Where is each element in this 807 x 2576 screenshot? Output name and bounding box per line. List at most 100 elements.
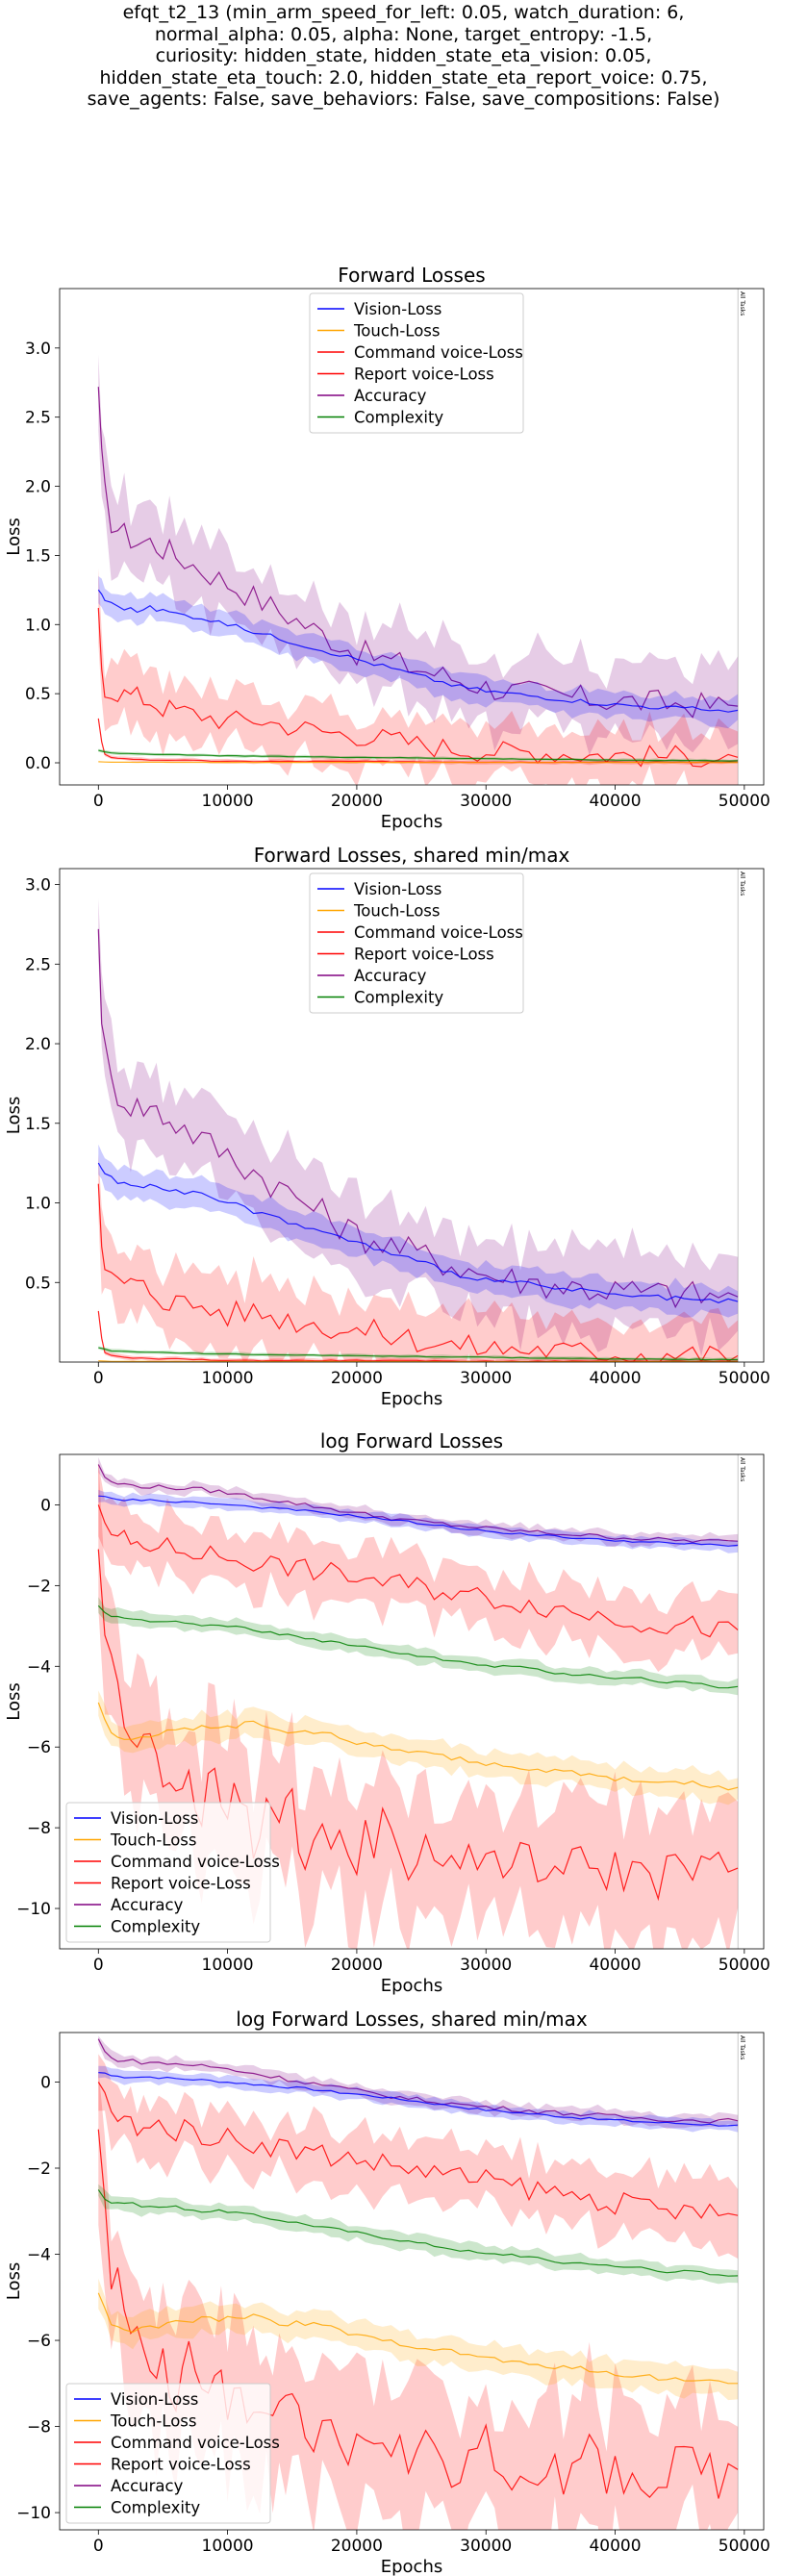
y-axis-label: Loss — [4, 1682, 24, 1720]
y-axis-label: Loss — [4, 1097, 24, 1134]
legend-label-accuracy: Accuracy — [111, 1896, 184, 1914]
legend-label-complexity: Complexity — [354, 989, 443, 1007]
legend: Vision-Loss Touch-Loss Command voice-Loss R… — [310, 873, 523, 1013]
figure-suptitle: efqt_t2_13 (min_arm_speed_for_left: 0.05… — [0, 2, 807, 111]
legend-label-complexity: Complexity — [111, 1918, 200, 1936]
legend-label-touch-loss: Touch-Loss — [353, 902, 441, 921]
suptitle-line: normal_alpha: 0.05, alpha: None, target_… — [0, 24, 807, 46]
band-report-voice-loss — [98, 1464, 738, 1672]
y-tick-label: −8 — [27, 1819, 51, 1838]
legend-label-accuracy: Accuracy — [111, 2477, 184, 2495]
x-tick-label: 20000 — [331, 1956, 383, 1975]
y-tick-label: 3.0 — [25, 876, 51, 896]
legend-label-vision-loss: Vision-Loss — [354, 880, 441, 898]
y-tick-label: 2.0 — [25, 478, 51, 497]
suptitle-line: hidden_state_eta_touch: 2.0, hidden_stat… — [0, 67, 807, 89]
x-tick-label: 30000 — [460, 792, 512, 811]
y-tick-label: −6 — [27, 1738, 51, 1757]
x-tick-label: 20000 — [331, 1369, 383, 1388]
x-tick-label: 40000 — [589, 1956, 641, 1975]
chart-title: log Forward Losses, shared min/max — [236, 2008, 588, 2031]
y-tick-label: −4 — [27, 2246, 51, 2265]
chart-forward-losses-shared: Forward Losses, shared min/max All Tasks 0… — [0, 840, 807, 1407]
legend-label-vision-loss: Vision-Loss — [111, 1809, 198, 1828]
legend-label-command-voice-loss: Command voice-Loss — [354, 923, 523, 942]
legend-label-touch-loss: Touch-Loss — [353, 322, 441, 341]
x-tick-label: 50000 — [719, 2537, 770, 2556]
x-tick-label: 10000 — [202, 792, 254, 811]
y-tick-label: −4 — [27, 1657, 51, 1677]
task-marker-label: All Tasks — [739, 291, 745, 316]
legend-label-accuracy: Accuracy — [354, 967, 427, 985]
y-tick-label: −6 — [27, 2332, 51, 2351]
y-tick-label: 0.0 — [25, 754, 51, 773]
y-axis-label: Loss — [4, 518, 24, 555]
legend-label-vision-loss: Vision-Loss — [354, 300, 441, 318]
legend-label-complexity: Complexity — [354, 409, 443, 427]
x-axis-label: Epochs — [381, 812, 443, 832]
task-marker-label: All Tasks — [739, 871, 745, 896]
y-tick-label: −2 — [27, 1577, 51, 1596]
x-tick-label: 30000 — [460, 1956, 512, 1975]
x-axis-label: Epochs — [381, 2557, 443, 2576]
x-tick-label: 0 — [93, 2537, 104, 2556]
legend-label-vision-loss: Vision-Loss — [111, 2390, 198, 2409]
legend-label-command-voice-loss: Command voice-Loss — [354, 343, 523, 362]
y-tick-label: 0.5 — [25, 685, 51, 704]
x-tick-label: 40000 — [589, 792, 641, 811]
x-tick-label: 0 — [93, 792, 104, 811]
x-tick-label: 30000 — [460, 2537, 512, 2556]
legend-label-report-voice-loss: Report voice-Loss — [354, 366, 494, 384]
legend-label-report-voice-loss: Report voice-Loss — [111, 1875, 251, 1893]
y-axis-label: Loss — [4, 2262, 24, 2300]
legend-label-accuracy: Accuracy — [354, 387, 427, 405]
x-tick-label: 50000 — [719, 1956, 770, 1975]
legend-label-complexity: Complexity — [111, 2499, 200, 2517]
x-tick-label: 20000 — [331, 2537, 383, 2556]
suptitle-line: save_agents: False, save_behaviors: Fals… — [0, 88, 807, 111]
y-tick-label: −2 — [27, 2159, 51, 2179]
legend-label-touch-loss: Touch-Loss — [110, 2412, 197, 2431]
legend-label-command-voice-loss: Command voice-Loss — [111, 2434, 280, 2452]
legend: Vision-Loss Touch-Loss Command voice-Loss R… — [310, 293, 523, 433]
y-tick-label: −8 — [27, 2418, 51, 2437]
y-tick-label: 1.5 — [25, 546, 51, 566]
legend-label-command-voice-loss: Command voice-Loss — [111, 1853, 280, 1871]
legend: Vision-Loss Touch-Loss Command voice-Loss R… — [66, 1803, 280, 1942]
legend-label-touch-loss: Touch-Loss — [110, 1831, 197, 1850]
legend-label-report-voice-loss: Report voice-Loss — [354, 946, 494, 964]
x-tick-label: 0 — [93, 1369, 104, 1388]
y-tick-label: 2.5 — [25, 955, 51, 974]
x-tick-label: 10000 — [202, 1369, 254, 1388]
x-tick-label: 40000 — [589, 1369, 641, 1388]
y-tick-label: 0 — [40, 2073, 51, 2092]
x-tick-label: 50000 — [719, 792, 770, 811]
y-tick-label: 0 — [40, 1496, 51, 1515]
y-tick-label: 2.0 — [25, 1035, 51, 1054]
suptitle-line: efqt_t2_13 (min_arm_speed_for_left: 0.05… — [0, 2, 807, 24]
x-tick-label: 10000 — [202, 1956, 254, 1975]
x-tick-label: 30000 — [460, 1369, 512, 1388]
chart-title: Forward Losses, shared min/max — [254, 844, 570, 867]
x-tick-label: 50000 — [719, 1369, 770, 1388]
x-tick-label: 40000 — [589, 2537, 641, 2556]
y-tick-label: 0.5 — [25, 1274, 51, 1293]
chart-title: log Forward Losses — [320, 1429, 503, 1452]
suptitle-line: curiosity: hidden_state, hidden_state_et… — [0, 45, 807, 67]
y-tick-label: 1.5 — [25, 1115, 51, 1134]
legend-label-report-voice-loss: Report voice-Loss — [111, 2456, 251, 2474]
chart-log-forward-losses-shared: log Forward Losses, shared min/max All Ta… — [0, 1999, 807, 2576]
task-marker-label: All Tasks — [739, 2035, 745, 2059]
x-tick-label: 20000 — [331, 792, 383, 811]
y-tick-label: 3.0 — [25, 340, 51, 359]
y-tick-label: 1.0 — [25, 1195, 51, 1214]
y-tick-label: 1.0 — [25, 616, 51, 635]
y-tick-label: 2.5 — [25, 409, 51, 428]
y-tick-label: −10 — [16, 1900, 51, 1919]
x-tick-label: 0 — [93, 1956, 104, 1975]
x-axis-label: Epochs — [381, 1976, 443, 1996]
x-axis-label: Epochs — [381, 1389, 443, 1409]
